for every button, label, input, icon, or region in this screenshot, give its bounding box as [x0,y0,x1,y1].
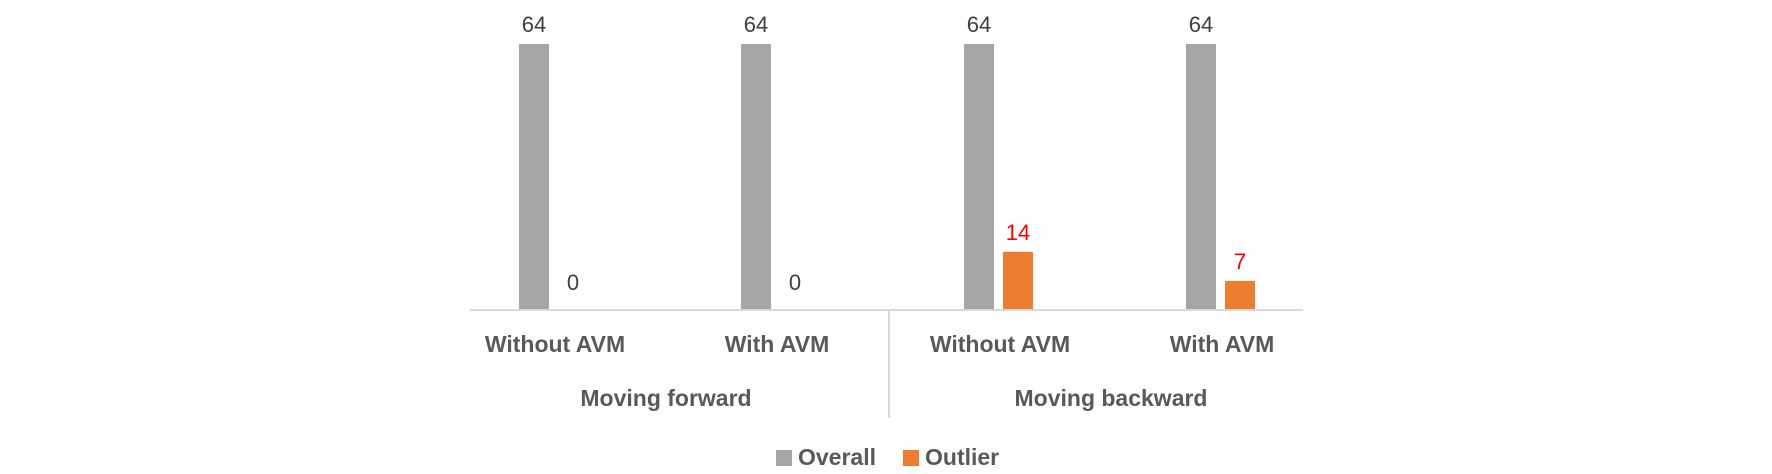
value-label-overall-3: 64 [1189,12,1213,37]
value-label-outlier-2: 14 [1006,220,1030,245]
legend-swatch-outlier [903,450,919,466]
value-labels-layer: 64 64 64 64 0 0 14 7 [522,12,1246,295]
legend: Overall Outlier [776,444,999,470]
group-labels-layer: Moving forward Moving backward [580,385,1207,411]
value-label-overall-0: 64 [522,12,546,37]
group-label-1: Moving backward [1015,385,1208,411]
category-labels-layer: Without AVM With AVM Without AVM With AVM [485,331,1274,357]
legend-label-outlier: Outlier [925,444,999,470]
legend-swatch-overall [776,450,792,466]
value-label-outlier-1: 0 [789,270,801,295]
value-label-outlier-3: 7 [1234,249,1246,274]
bar-overall-3 [1186,44,1216,310]
bar-outlier-3 [1225,280,1255,310]
bar-outlier-2 [1003,251,1033,310]
legend-label-overall: Overall [798,444,876,470]
category-label-3: With AVM [1170,331,1275,357]
category-label-2: Without AVM [930,331,1070,357]
group-label-0: Moving forward [580,385,751,411]
value-label-overall-1: 64 [744,12,768,37]
bars-layer [519,44,1255,310]
bar-overall-2 [964,44,994,310]
bar-overall-1 [741,44,771,310]
bar-overall-0 [519,44,549,310]
category-label-0: Without AVM [485,331,625,357]
category-label-1: With AVM [725,331,830,357]
value-label-overall-2: 64 [967,12,991,37]
value-label-outlier-0: 0 [567,270,579,295]
